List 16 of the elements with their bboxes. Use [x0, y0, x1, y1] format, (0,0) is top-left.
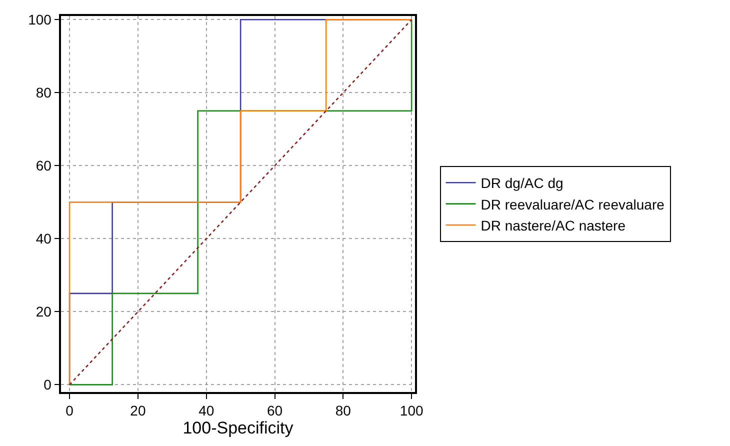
x-axis-title: 100-Specificity — [182, 418, 294, 438]
y-tick-label: 0 — [44, 376, 52, 393]
y-tick-label: 40 — [36, 230, 52, 247]
legend-label: DR dg/AC dg — [480, 175, 564, 192]
x-tick-label: 20 — [130, 402, 146, 419]
legend-label: DR reevaluare/AC reevaluare — [480, 196, 665, 212]
legend-label: DR nastere/AC nastere — [480, 217, 626, 234]
x-tick-label: 60 — [266, 402, 283, 419]
y-tick-label: 80 — [36, 84, 52, 101]
y-tick-label: 20 — [36, 304, 52, 320]
x-tick-label: 100 — [400, 402, 424, 419]
x-tick-label: 0 — [66, 402, 74, 419]
y-tick-label: 60 — [36, 158, 52, 174]
x-tick-label: 40 — [198, 402, 214, 419]
y-tick-label: 100 — [28, 12, 52, 28]
x-tick-label: 80 — [335, 402, 352, 419]
